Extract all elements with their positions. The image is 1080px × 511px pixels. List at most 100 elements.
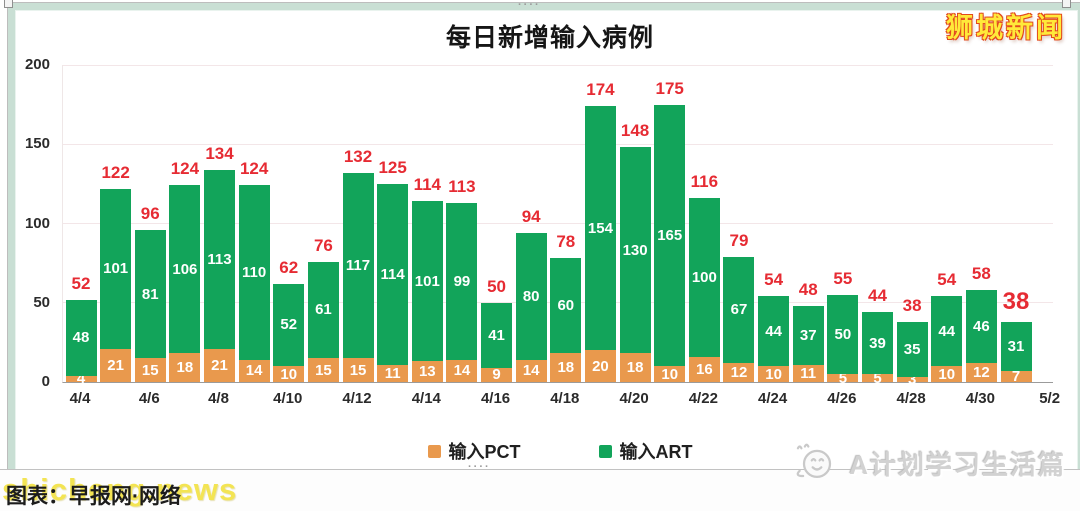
segment-art: 41 [481,302,513,368]
total-label: 76 [313,235,333,255]
total-label: 79 [729,230,749,250]
segment-pct: 16 [688,356,720,382]
segment-art-value: 60 [557,297,575,315]
resize-handle-top-right-icon[interactable] [1062,0,1071,8]
segment-pct: 5 [861,371,893,386]
segment-art: 113 [204,169,236,349]
segment-art-value: 31 [1007,337,1025,355]
bar-4/20: 18 130 148 [619,65,651,382]
segment-art-value: 117 [345,257,371,275]
total-label: 148 [620,121,650,141]
segment-art: 101 [100,188,132,349]
x-tick-label: 4/22 [688,390,718,407]
bar-4/10: 10 52 62 [273,65,305,383]
segment-pct-value: 9 [492,366,501,384]
segment-art-value: 130 [622,241,648,259]
x-tick-label: 4/28 [896,390,926,407]
segment-pct: 15 [134,358,166,382]
bar-4/14: 13 101 114 [411,65,443,382]
segment-art-value: 61 [315,301,332,319]
segment-pct-value: 18 [176,359,194,377]
site-watermark-bottom-left: shicheng.news [2,472,238,507]
segment-art: 48 [65,299,97,376]
gridline-100 [63,223,1053,224]
segment-pct: 14 [515,359,547,382]
segment-art-value: 99 [453,272,471,290]
segment-pct-value: 14 [522,362,540,380]
total-label: 62 [279,257,299,277]
segment-art-value: 100 [691,268,717,286]
bar-4/30: 12 46 58 [965,65,997,382]
bar-4/28: 3 35 38 [896,65,928,387]
bar-4/24: 10 44 54 [758,65,790,382]
segment-art: 154 [584,106,616,351]
bar-4/23: 12 67 79 [723,65,755,382]
segment-pct-value: 16 [695,360,713,378]
segment-pct: 3 [896,372,928,387]
segment-pct: 10 [654,366,686,382]
segment-pct: 5 [827,371,859,386]
total-label: 54 [937,270,957,290]
bar-4/5: 21 101 122 [100,65,132,382]
segment-art-value: 48 [72,329,90,347]
site-watermark-top-right: 狮城新闻 [946,13,1066,43]
x-tick-label: 4/8 [208,390,229,407]
segment-art: 39 [861,312,893,375]
bar-4/16: 9 41 50 [481,65,513,384]
bar-4/6: 15 81 96 [134,65,166,382]
segment-art-value: 52 [280,316,298,334]
total-label: 78 [556,232,576,252]
segment-pct: 4 [65,371,97,386]
total-label: 38 [902,295,922,315]
segment-art: 99 [446,202,478,360]
total-label: 175 [655,78,684,98]
total-label: 44 [868,286,887,306]
segment-art-value: 37 [799,326,817,344]
total-label: 55 [833,268,853,288]
segment-art: 44 [758,296,790,367]
segment-art: 61 [307,261,339,359]
segment-art-value: 113 [207,250,232,268]
segment-pct-value: 3 [907,371,917,389]
segment-pct: 10 [758,366,790,382]
drag-handle-top-icon[interactable]: ···· [518,0,541,11]
legend-item-art: 输入ART [598,438,693,464]
bar-4/27: 5 39 44 [861,65,893,386]
segment-art: 80 [515,233,547,360]
total-label: 38 [1002,287,1030,315]
x-tick-label: 4/26 [827,390,857,407]
resize-handle-top-left-icon[interactable] [4,0,13,8]
total-label: 94 [521,207,541,227]
segment-art-value: 165 [657,226,683,244]
bar-4/22: 16 100 116 [688,65,720,382]
segment-art: 67 [723,256,755,363]
gridline-200 [63,64,1053,66]
segment-art: 106 [169,185,201,354]
total-label: 116 [690,172,719,192]
legend: 输入PCT 输入ART [0,438,1080,464]
drag-handle-bottom-icon[interactable]: ···· [468,461,491,473]
segment-pct-value: 10 [280,365,298,383]
segment-pct: 18 [169,353,201,382]
segment-art-value: 80 [522,287,540,305]
segment-pct: 7 [1000,369,1032,384]
segment-pct: 12 [965,362,997,382]
segment-art: 50 [827,294,859,375]
segment-pct: 20 [584,350,616,382]
legend-item-pct: 输入PCT [427,438,521,464]
bar-4/17: 14 80 94 [515,65,547,382]
segment-art: 165 [654,104,686,367]
total-label: 125 [378,157,407,177]
bar-4/29: 10 44 54 [931,65,963,382]
segment-pct-value: 15 [349,361,367,379]
segment-art: 31 [1000,321,1032,371]
segment-pct-value: 18 [557,359,575,377]
segment-art: 81 [134,229,166,359]
segment-art-value: 44 [765,322,782,340]
total-label: 174 [586,80,615,100]
x-tick-label: 4/14 [411,390,441,407]
x-tick-label: 4/20 [619,390,649,407]
segment-pct: 12 [723,362,755,382]
segment-pct: 11 [377,364,409,382]
